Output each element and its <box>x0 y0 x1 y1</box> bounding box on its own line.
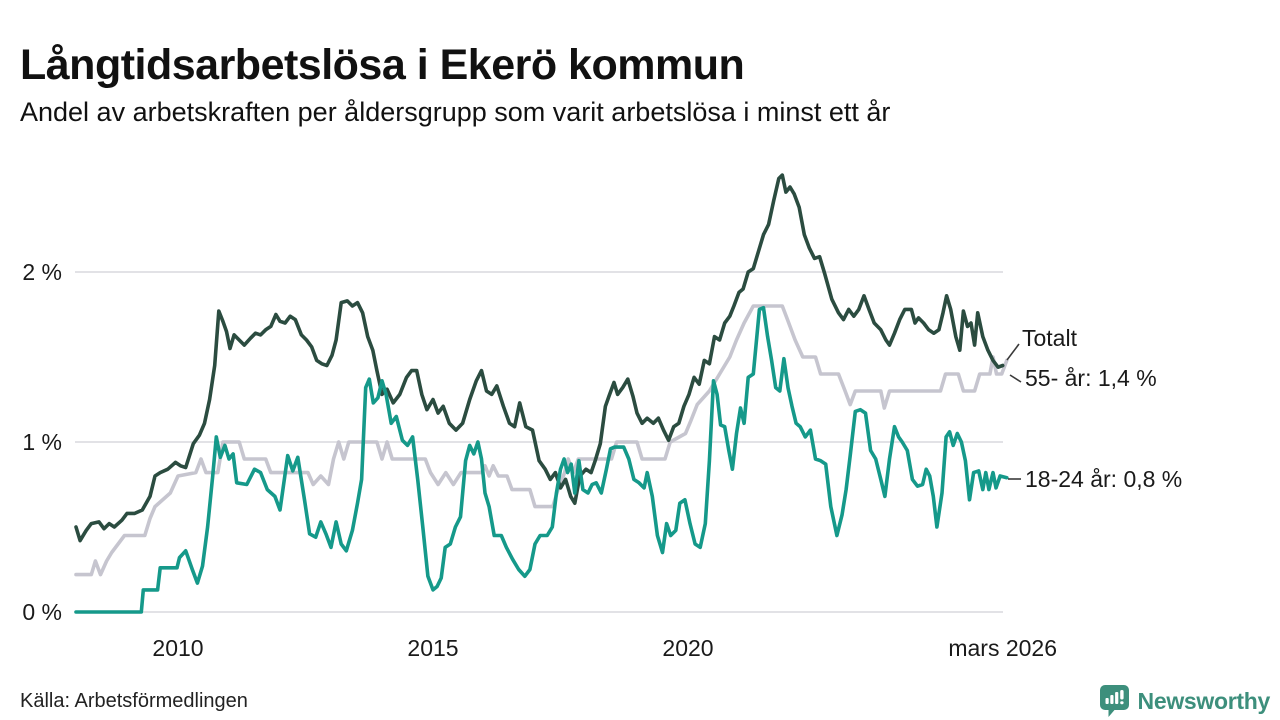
chart-subtitle: Andel av arbetskraften per åldersgrupp s… <box>20 97 891 127</box>
svg-text:0 %: 0 % <box>22 599 62 625</box>
series-label-totalt: Totalt <box>1022 325 1077 351</box>
svg-text:mars 2026: mars 2026 <box>948 635 1057 661</box>
svg-text:2015: 2015 <box>407 635 458 661</box>
svg-text:2010: 2010 <box>152 635 203 661</box>
series-label-55-ar: 55- år: 1,4 % <box>1025 365 1157 391</box>
svg-text:2020: 2020 <box>662 635 713 661</box>
page-title: Långtidsarbetslösa i Ekerö kommun <box>20 40 745 89</box>
newsworthy-chart-bubble-icon <box>1099 685 1129 717</box>
svg-text:1 %: 1 % <box>22 429 62 455</box>
newsworthy-logo: Newsworthy <box>1099 683 1270 719</box>
svg-text:2 %: 2 % <box>22 259 62 285</box>
source-note: Källa: Arbetsförmedlingen <box>20 690 248 712</box>
brand-name: Newsworthy <box>1137 687 1271 714</box>
series-label-18-24-ar: 18-24 år: 0,8 % <box>1025 466 1183 492</box>
